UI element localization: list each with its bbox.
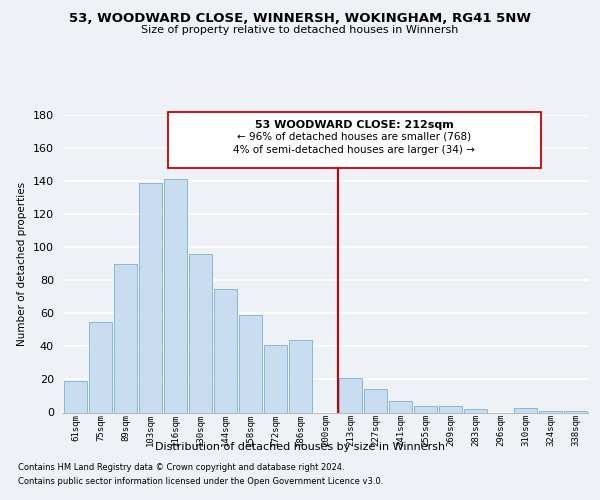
Text: 4% of semi-detached houses are larger (34) →: 4% of semi-detached houses are larger (3… [233, 145, 475, 155]
Bar [164, 180, 187, 412]
Bar [539, 411, 562, 412]
Bar [189, 254, 212, 412]
Bar [139, 183, 162, 412]
Text: Contains public sector information licensed under the Open Government Licence v3: Contains public sector information licen… [18, 477, 383, 486]
Bar [464, 409, 487, 412]
Bar [364, 390, 387, 412]
Text: Size of property relative to detached houses in Winnersh: Size of property relative to detached ho… [142, 25, 458, 35]
Bar [514, 408, 537, 412]
FancyBboxPatch shape [168, 112, 541, 168]
Text: 53, WOODWARD CLOSE, WINNERSH, WOKINGHAM, RG41 5NW: 53, WOODWARD CLOSE, WINNERSH, WOKINGHAM,… [69, 12, 531, 26]
Bar [339, 378, 362, 412]
Bar [89, 322, 112, 412]
Text: Distribution of detached houses by size in Winnersh: Distribution of detached houses by size … [155, 442, 445, 452]
Text: ← 96% of detached houses are smaller (768): ← 96% of detached houses are smaller (76… [237, 132, 472, 141]
Y-axis label: Number of detached properties: Number of detached properties [17, 182, 27, 346]
Bar [289, 340, 312, 412]
Bar [214, 288, 237, 412]
Bar [264, 344, 287, 412]
Text: Contains HM Land Registry data © Crown copyright and database right 2024.: Contains HM Land Registry data © Crown c… [18, 464, 344, 472]
Bar [564, 411, 587, 412]
Bar [64, 381, 87, 412]
Text: 53 WOODWARD CLOSE: 212sqm: 53 WOODWARD CLOSE: 212sqm [255, 120, 454, 130]
Bar [239, 315, 262, 412]
Bar [389, 401, 412, 412]
Bar [414, 406, 437, 412]
Bar [114, 264, 137, 412]
Bar [439, 406, 462, 412]
